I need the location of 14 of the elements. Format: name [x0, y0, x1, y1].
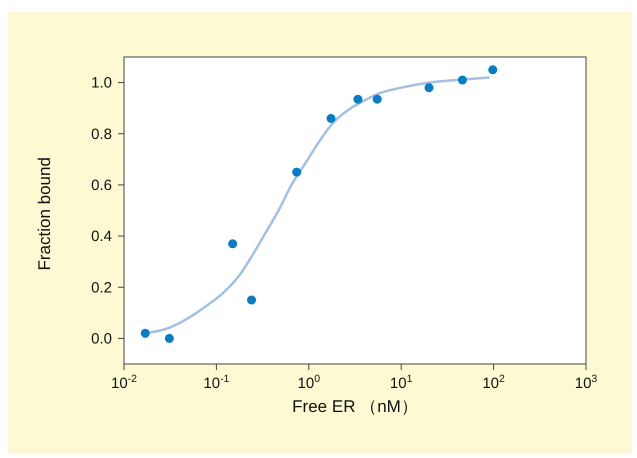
y-tick-label: 0.4 [91, 228, 112, 246]
y-tick-label: 1.0 [91, 74, 112, 92]
x-tick-label: 10$^{-2}$ [110, 373, 138, 392]
y-tick-label: 0.0 [91, 330, 112, 348]
x-tick-label: 10$^{1}$ [390, 373, 413, 392]
y-tick-label: 0.8 [91, 126, 112, 143]
y-tick-label: 0.2 [91, 279, 112, 296]
x-tick-label: 10$^{0}$ [298, 373, 320, 392]
y-tick-label: 0.6 [91, 176, 112, 194]
x-tick-label: 10$^{2}$ [482, 373, 506, 392]
x-tick-label: 10$^{3}$ [574, 373, 598, 392]
x-axis-title: Free ER （nM） [292, 397, 418, 416]
x-tick-label: 10$^{-1}$ [203, 373, 230, 392]
y-axis-title: Fraction bound [35, 157, 54, 270]
